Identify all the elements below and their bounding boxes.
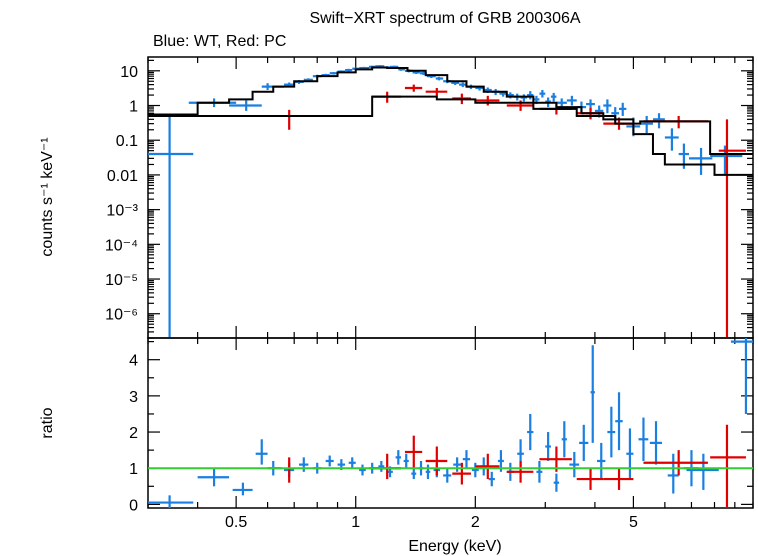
model-step-line	[148, 95, 753, 156]
x-tick-label: 2	[471, 514, 480, 531]
wt-point	[378, 460, 385, 472]
y-tick-label: 10⁻⁶	[105, 307, 138, 324]
y-tick-label: 0.1	[116, 133, 138, 150]
wt-point	[638, 417, 649, 461]
spectrum-ylabel: counts s⁻¹ keV⁻¹	[39, 137, 56, 256]
wt-point	[640, 115, 653, 134]
x-tick-label: 0.5	[225, 514, 247, 531]
wt-point	[569, 451, 580, 478]
wt-point	[395, 450, 401, 465]
wt-point	[566, 95, 577, 106]
wt-point	[607, 406, 616, 458]
spectrum-data	[148, 65, 753, 338]
y-tick-label: 10⁻⁵	[105, 272, 138, 289]
pc-point	[475, 95, 500, 106]
wt-point	[667, 453, 679, 494]
wt-point	[348, 457, 356, 469]
y-tick-label: 3	[129, 389, 138, 406]
wt-point	[325, 455, 334, 467]
wt-point	[148, 115, 194, 338]
y-tick-label: 10⁻⁴	[105, 237, 138, 254]
wt-point	[359, 464, 366, 476]
wt-point	[664, 128, 679, 151]
pc-point	[404, 84, 423, 92]
wt-point	[626, 428, 634, 480]
ratio-panel-frame	[147, 337, 754, 509]
wt-point	[615, 392, 623, 451]
wt-point	[345, 68, 353, 72]
y-tick-label: 0	[129, 497, 138, 514]
spectrum-panel: 10 1 0.1 0.01 10⁻³ 10⁻⁴ 10⁻⁵ 10⁻⁶ counts s⁻¹ ke…	[39, 56, 754, 339]
x-tick-label: 5	[629, 514, 638, 531]
wt-point	[686, 453, 719, 490]
x-axis-label: Energy (keV)	[408, 538, 501, 555]
wt-point	[539, 89, 546, 98]
wt-point	[148, 495, 194, 508]
wt-point	[527, 413, 534, 451]
chart-title: Swift−XRT spectrum of GRB 200306A	[309, 10, 580, 27]
wt-point	[590, 345, 595, 443]
wt-point	[299, 457, 309, 472]
y-tick-label: 2	[129, 425, 138, 442]
wt-point	[527, 91, 534, 100]
pc-point	[576, 468, 604, 490]
wt-point	[443, 468, 452, 483]
wt-point	[229, 100, 262, 111]
y-tick-label: 1	[129, 461, 138, 478]
wt-point	[459, 82, 467, 88]
x-tick-labels: 0.5 1 2 5	[225, 514, 638, 531]
wt-point	[411, 468, 417, 480]
wt-point	[730, 338, 753, 414]
y-tick-label: 1	[129, 99, 138, 116]
wt-point	[561, 421, 567, 458]
wt-point	[597, 442, 606, 480]
pc-point	[425, 87, 448, 96]
pc-point	[404, 435, 423, 469]
wt-point	[197, 468, 230, 487]
chart-subtitle: Blue: WT, Red: PC	[153, 33, 286, 50]
pc-point	[710, 424, 746, 508]
pc-point	[603, 468, 634, 490]
wt-point	[550, 92, 557, 102]
wt-point	[435, 76, 444, 81]
ratio-ticks	[147, 338, 754, 508]
wt-point	[425, 464, 431, 480]
model-step-line	[148, 66, 753, 176]
wt-point	[579, 424, 589, 461]
wt-point	[545, 432, 551, 461]
wt-point	[488, 471, 495, 487]
wt-point	[453, 457, 461, 472]
spectrum-y-tick-labels: 10 1 0.1 0.01 10⁻³ 10⁻⁴ 10⁻⁵ 10⁻⁶	[105, 64, 139, 324]
wt-point	[603, 99, 612, 114]
pc-point	[718, 119, 746, 338]
x-tick-label: 1	[351, 514, 360, 531]
ratio-ylabel: ratio	[39, 407, 56, 438]
pc-point	[643, 450, 708, 476]
pc-point	[506, 460, 534, 483]
wt-point	[232, 482, 253, 496]
ratio-panel: 0 1 2 3 4 ratio	[39, 337, 754, 515]
ratio-y-tick-labels: 0 1 2 3 4	[129, 353, 138, 515]
y-tick-label: 10⁻³	[106, 203, 138, 220]
y-tick-label: 4	[129, 353, 138, 370]
pc-point	[452, 462, 471, 485]
wt-point	[462, 450, 471, 469]
ratio-data	[148, 338, 753, 508]
wt-point	[619, 102, 627, 116]
wt-point	[403, 453, 409, 469]
y-tick-label: 0.01	[107, 168, 138, 185]
wt-point	[553, 473, 560, 492]
y-tick-label: 10	[120, 64, 138, 81]
wt-point	[255, 439, 268, 465]
wt-point	[688, 147, 713, 175]
wt-point	[471, 462, 479, 478]
wt-point	[329, 72, 338, 75]
pc-point	[425, 446, 448, 476]
wt-point	[649, 421, 662, 465]
pc-point	[475, 453, 500, 480]
spectrum-ticks	[147, 57, 754, 339]
wt-point	[536, 460, 543, 483]
